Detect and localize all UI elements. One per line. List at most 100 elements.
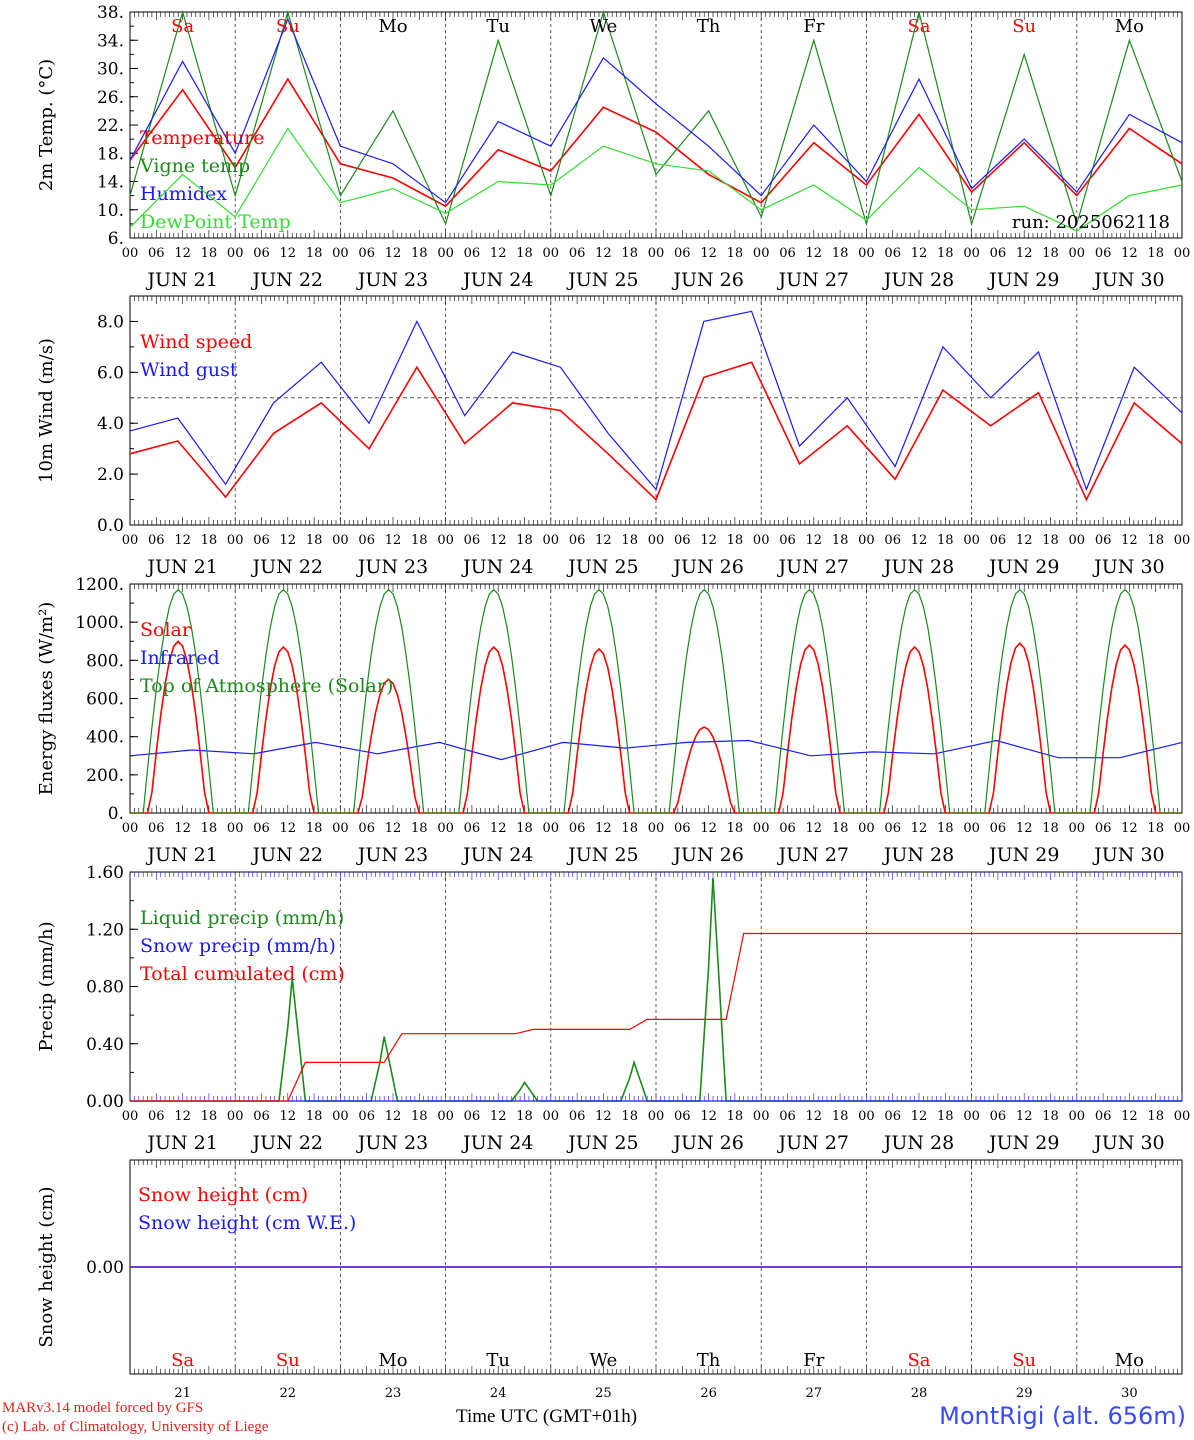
hour-label: 00	[753, 246, 770, 261]
hour-label: 06	[990, 533, 1007, 548]
legend-entry: Solar	[140, 619, 192, 641]
hour-label: 12	[911, 1109, 928, 1124]
hour-label: 00	[858, 533, 875, 548]
hour-label: 00	[227, 1109, 244, 1124]
hour-label: 06	[358, 533, 375, 548]
hour-label: 18	[621, 246, 638, 261]
hour-label: 12	[174, 246, 191, 261]
y-tick-label: 34.	[97, 31, 124, 51]
hour-label: 18	[1042, 246, 1059, 261]
y-axis-label: 2m Temp. (°C)	[36, 59, 57, 191]
hour-label: 06	[779, 533, 796, 548]
hour-label: 00	[122, 246, 139, 261]
hour-label: 12	[280, 821, 297, 836]
y-tick-label: 0.	[108, 804, 124, 824]
hour-label: 00	[437, 533, 454, 548]
hour-label: 06	[253, 533, 270, 548]
hour-label: 06	[674, 821, 691, 836]
legend-entry: Liquid precip (mm/h)	[140, 907, 344, 929]
hour-label: 18	[411, 1109, 428, 1124]
date-label: JUN 25	[566, 269, 638, 291]
hour-label: 12	[806, 821, 823, 836]
hour-label: 12	[595, 246, 612, 261]
series-line-2	[129, 310, 1183, 492]
date-label: JUN 22	[251, 269, 323, 291]
hour-label: 12	[700, 821, 717, 836]
hour-label: 06	[779, 1109, 796, 1124]
hour-label: 00	[227, 821, 244, 836]
hour-label: 18	[201, 246, 218, 261]
legend-entry: DewPoint Temp	[140, 211, 291, 233]
hour-ticks	[129, 872, 1183, 1101]
y-tick-label: 1.60	[86, 863, 124, 883]
hour-label: 18	[1042, 1109, 1059, 1124]
hour-label: 00	[753, 1109, 770, 1124]
hour-label: 00	[648, 1109, 665, 1124]
hour-label: 00	[858, 246, 875, 261]
hour-label: 00	[1174, 821, 1191, 836]
day-number: 24	[490, 1386, 507, 1401]
station-name: MontRigi (alt. 656m)	[939, 1402, 1186, 1430]
hour-label: 18	[516, 533, 533, 548]
y-tick-label: 6.0	[97, 363, 124, 383]
hour-label: 06	[990, 821, 1007, 836]
y-tick-label: 800.	[86, 651, 124, 671]
legend-entry: Infrared	[140, 647, 220, 669]
hour-label: 18	[1042, 821, 1059, 836]
date-label: JUN 28	[882, 844, 954, 866]
day-number: 28	[911, 1386, 928, 1401]
date-label: JUN 25	[566, 844, 638, 866]
weekday-label: Sa	[907, 16, 930, 37]
hour-label: 12	[595, 821, 612, 836]
hour-label: 18	[832, 246, 849, 261]
hour-label: 12	[1121, 1109, 1138, 1124]
series-line-3	[129, 17, 1183, 204]
y-tick-label: 1000.	[75, 613, 124, 633]
hour-label: 12	[806, 533, 823, 548]
hour-label: 06	[358, 1109, 375, 1124]
weekday-label: Mo	[1115, 1350, 1144, 1371]
y-tick-label: 30.	[97, 60, 124, 80]
legend-entry: Wind speed	[140, 331, 252, 353]
weekday-label: Sa	[171, 16, 194, 37]
y-axis-label: Snow height (cm)	[36, 1186, 57, 1347]
hour-label: 00	[963, 533, 980, 548]
hour-label: 12	[385, 1109, 402, 1124]
hour-label: 18	[516, 246, 533, 261]
hour-label: 12	[174, 821, 191, 836]
date-label: JUN 28	[882, 556, 954, 578]
hour-label: 00	[1069, 1109, 1086, 1124]
hour-label: 18	[727, 533, 744, 548]
y-tick-label: 1.20	[86, 920, 124, 940]
hour-label: 06	[358, 821, 375, 836]
hour-label: 00	[332, 246, 349, 261]
hour-label: 18	[201, 533, 218, 548]
hour-label: 18	[937, 533, 954, 548]
hour-label: 06	[148, 821, 165, 836]
weekday-label: Su	[1012, 16, 1036, 37]
hour-label: 00	[858, 821, 875, 836]
hour-label: 06	[990, 1109, 1007, 1124]
date-label: JUN 24	[461, 556, 533, 578]
weekday-label: Th	[697, 16, 721, 37]
hour-label: 00	[437, 246, 454, 261]
weekday-label: Fr	[803, 16, 824, 37]
hour-label: 12	[700, 533, 717, 548]
hour-label: 00	[437, 821, 454, 836]
hour-label: 12	[385, 533, 402, 548]
series-line-2	[129, 739, 1183, 761]
date-label: JUN 24	[461, 269, 533, 291]
y-tick-label: 0.00	[86, 1092, 124, 1112]
hour-label: 06	[464, 1109, 481, 1124]
weekday-label: Tu	[486, 16, 510, 37]
date-label: JUN 29	[987, 556, 1059, 578]
date-label: JUN 26	[671, 556, 743, 578]
hour-label: 06	[884, 1109, 901, 1124]
hour-label: 00	[543, 533, 560, 548]
hour-label: 18	[727, 1109, 744, 1124]
hour-label: 00	[437, 1109, 454, 1124]
hour-label: 00	[332, 1109, 349, 1124]
hour-label: 00	[332, 821, 349, 836]
hour-label: 06	[464, 533, 481, 548]
hour-label: 00	[963, 1109, 980, 1124]
